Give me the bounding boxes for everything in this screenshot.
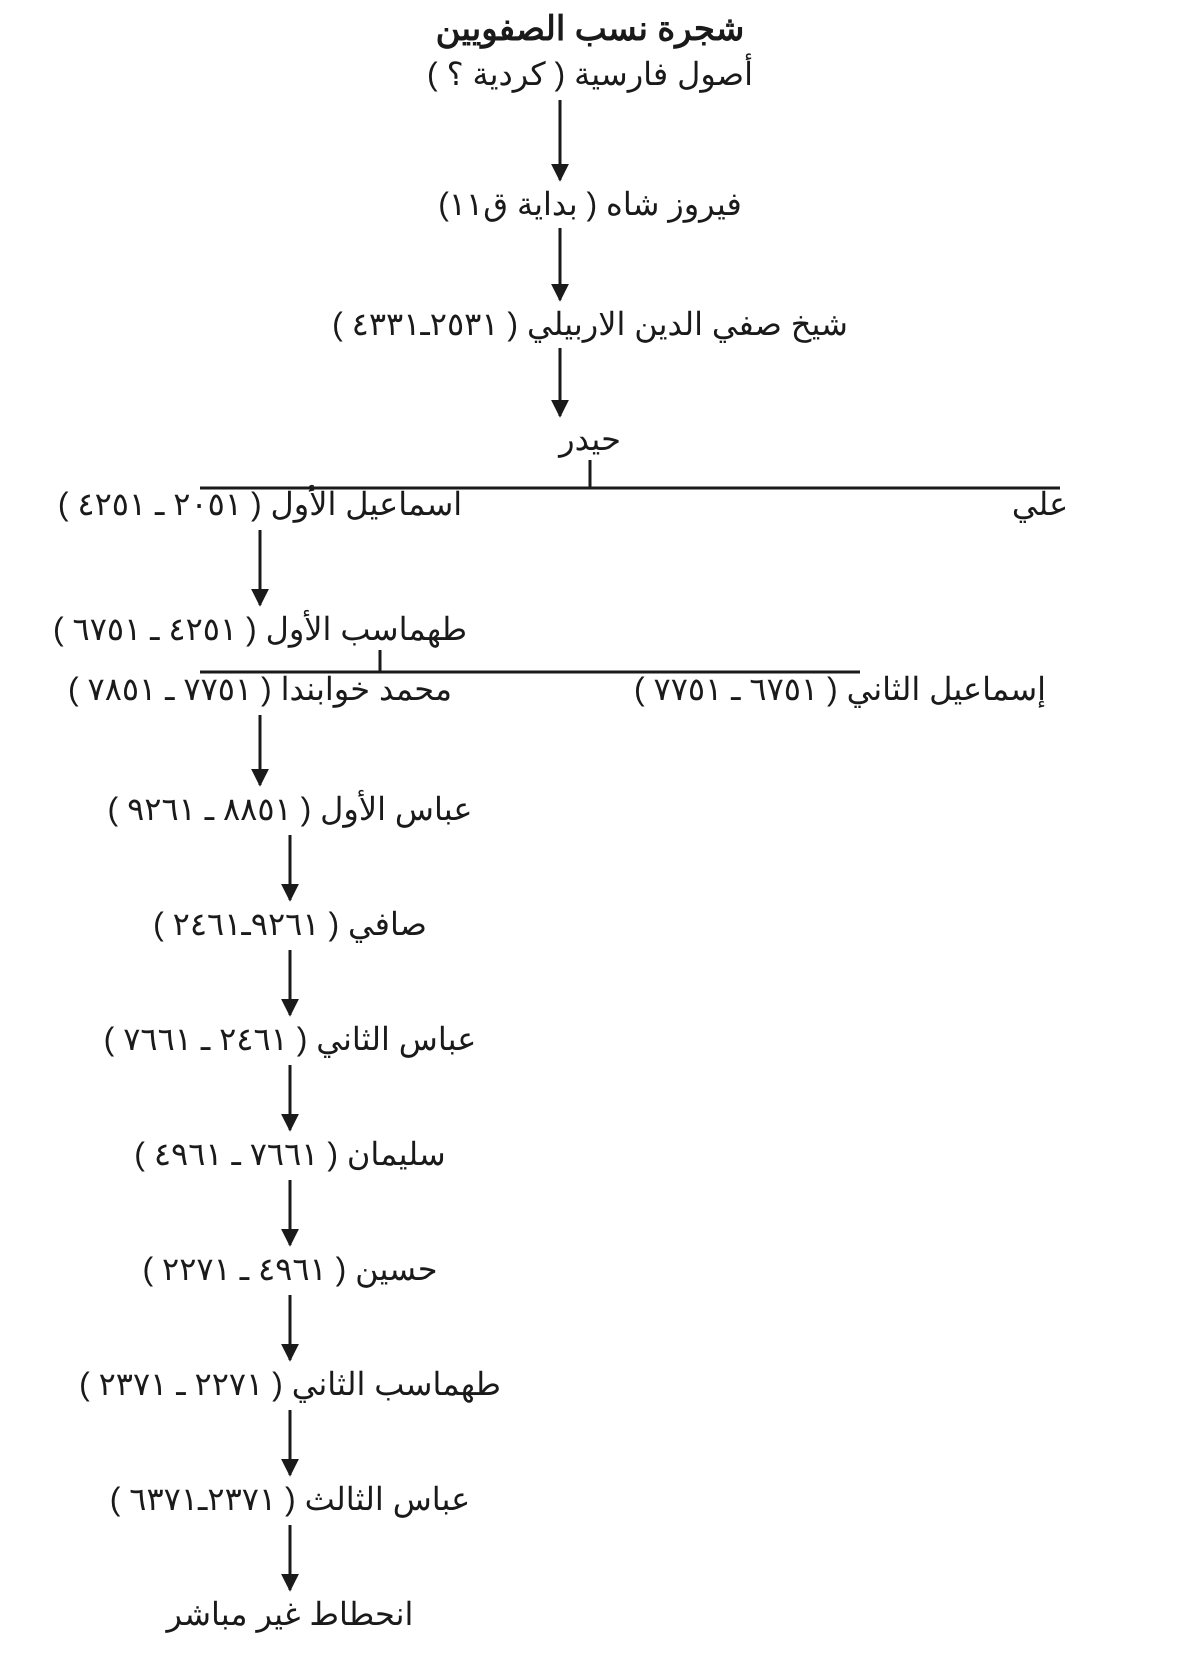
node-decline: انحطاط غير مباشر [165,1596,414,1633]
node-abbas2: عباس الثاني ( ١٦٤٢ ـ ١٦٦٧ ) [104,1021,477,1058]
safavid-genealogy-tree: شجرة نسب الصفويين أصول فارسية ( كردية ؟ )… [0,0,1181,1662]
node-tahmasp1: طهماسب الأول ( ١٥٢٤ ـ ١٥٧٦ ) [53,609,467,648]
node-ismail2: إسماعيل الثاني ( ١٥٧٦ ـ ١٥٧٧ ) [634,671,1046,709]
node-sulayman: سليمان ( ١٦٦٧ ـ ١٦٩٤ ) [134,1136,445,1172]
node-origin: أصول فارسية ( كردية ؟ ) [427,53,753,93]
node-safi: صافي ( ١٦٢٩ـ١٦٤٢ ) [153,906,427,943]
node-firuz: فيروز شاه ( بداية ق١١) [438,186,742,223]
node-abbas1: عباس الأول ( ١٥٨٨ ـ ١٦٢٩ ) [108,789,473,828]
node-safi_din: شيخ صفي الدين الاربيلي ( ١٣٥٢ـ١٣٣٤ ) [332,306,848,343]
node-abbas3: عباس الثالث ( ١٧٣٢ـ١٧٣٦ ) [110,1481,471,1518]
node-khodabanda: محمد خوابندا ( ١٥٧٧ ـ ١٥٨٧ ) [68,671,452,708]
node-title: شجرة نسب الصفويين [436,10,745,49]
node-tahmasp2: طهماسب الثاني ( ١٧٢٢ ـ ١٧٣٢ ) [79,1366,501,1403]
node-haydar: حيدر [557,421,621,458]
node-ismail1: اسماعيل الأول ( ١٥٠٢ ـ ١٥٢٤ ) [58,484,462,523]
node-ali: علي [1012,486,1068,523]
node-husayn: حسين ( ١٦٩٤ ـ ١٧٢٢ ) [143,1251,438,1288]
